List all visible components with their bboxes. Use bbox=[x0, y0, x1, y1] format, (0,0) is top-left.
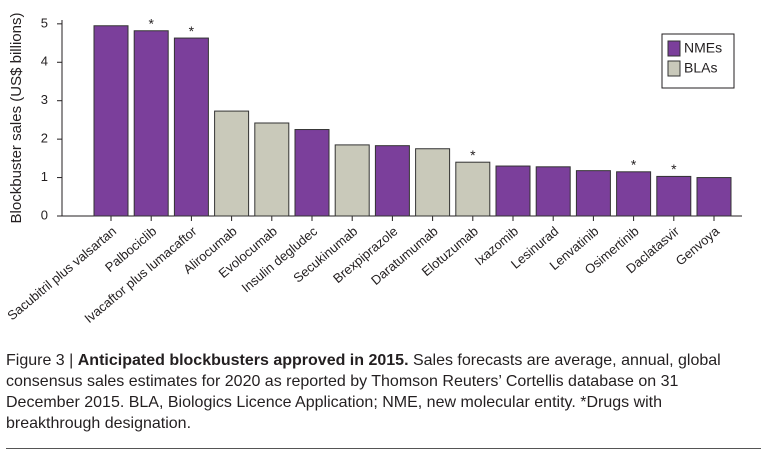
annotation: * bbox=[631, 157, 637, 173]
bar bbox=[656, 175, 692, 217]
y-tick-label: 2 bbox=[41, 131, 48, 146]
y-tick-label: 3 bbox=[41, 92, 48, 107]
caption: Figure 3 | Anticipated blockbusters appr… bbox=[6, 350, 756, 434]
y-tick-label: 1 bbox=[41, 169, 48, 184]
bar bbox=[254, 122, 290, 217]
y-tick-label: 4 bbox=[41, 54, 48, 69]
y-tick-label: 0 bbox=[41, 207, 48, 222]
bar bbox=[214, 110, 250, 217]
bar bbox=[415, 148, 451, 217]
bar bbox=[294, 129, 330, 217]
rule bbox=[6, 448, 761, 449]
legend-swatch bbox=[667, 60, 681, 77]
annotation: * bbox=[189, 23, 195, 39]
bar bbox=[616, 171, 652, 217]
caption-label: Figure 3 | bbox=[6, 352, 78, 369]
annotation: * bbox=[671, 161, 677, 177]
bar bbox=[173, 37, 209, 217]
bar bbox=[455, 161, 491, 217]
bar bbox=[575, 170, 611, 217]
bar bbox=[93, 25, 129, 217]
bar bbox=[334, 144, 370, 217]
bar bbox=[374, 145, 410, 217]
legend-label: NMEs bbox=[684, 40, 722, 56]
legend-label: BLAs bbox=[684, 60, 717, 76]
bar bbox=[133, 30, 169, 217]
caption-text: Sales forecasts are average, annual, glo… bbox=[6, 352, 721, 432]
annotation: * bbox=[148, 15, 154, 31]
bar bbox=[535, 166, 571, 217]
bar bbox=[696, 177, 732, 217]
legend-swatch bbox=[667, 40, 681, 57]
chart: Blockbuster sales (US$ billions) 012345S… bbox=[4, 13, 742, 326]
y-tick-label: 5 bbox=[41, 15, 48, 30]
bar bbox=[495, 165, 531, 217]
caption-heading: Anticipated blockbusters approved in 201… bbox=[77, 352, 409, 369]
annotation: * bbox=[470, 147, 476, 163]
y-axis-label: Blockbuster sales (US$ billions) bbox=[8, 13, 25, 224]
x-tick-label: Genvoya bbox=[673, 223, 723, 268]
